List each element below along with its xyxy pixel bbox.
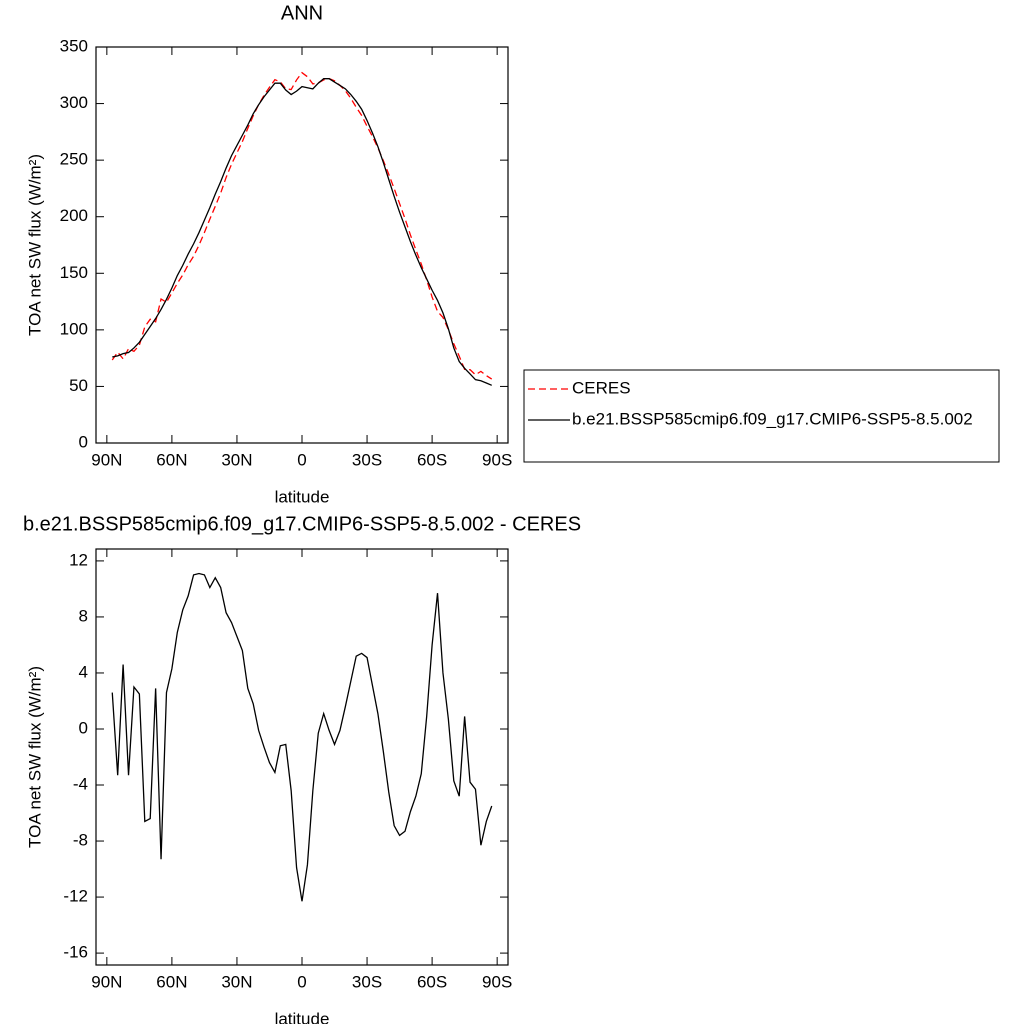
y-tick-label: 0 (79, 718, 88, 737)
y-tick-label: 4 (79, 662, 88, 681)
x-tick-label: 90N (91, 450, 122, 469)
x-tick-label: 30N (221, 972, 252, 991)
y-axis-label: TOA net SW flux (W/m²) (25, 666, 44, 848)
x-tick-label: 30N (221, 450, 252, 469)
chart-title: ANN (281, 2, 323, 24)
x-tick-label: 60S (417, 972, 447, 991)
y-tick-label: -16 (63, 943, 88, 962)
y-tick-label: 0 (79, 432, 88, 451)
x-axis-label: latitude (275, 487, 330, 506)
data-line (111, 71, 493, 380)
plot-frame (95, 46, 509, 444)
y-axis-label: TOA net SW flux (W/m²) (25, 154, 44, 336)
chart-title: b.e21.BSSP585cmip6.f09_g17.CMIP6-SSP5-8.… (23, 513, 581, 535)
y-tick-label: 150 (60, 263, 88, 282)
y-tick-label: -4 (73, 774, 88, 793)
x-tick-label: 60N (156, 450, 187, 469)
y-tick-label: 350 (60, 36, 88, 55)
y-tick-label: 300 (60, 93, 88, 112)
legend-label: b.e21.BSSP585cmip6.f09_g17.CMIP6-SSP5-8.… (572, 409, 973, 428)
y-tick-label: 250 (60, 150, 88, 169)
x-tick-label: 30S (352, 972, 382, 991)
x-tick-label: 90N (91, 972, 122, 991)
y-tick-label: -8 (73, 831, 88, 850)
x-tick-label: 60N (156, 972, 187, 991)
x-axis-label: latitude (275, 1009, 330, 1024)
y-tick-label: 12 (69, 550, 88, 569)
x-tick-label: 60S (417, 450, 447, 469)
y-tick-label: 200 (60, 206, 88, 225)
y-tick-label: 8 (79, 606, 88, 625)
data-line (111, 572, 493, 902)
y-tick-label: 50 (69, 376, 88, 395)
legend-label: CERES (572, 378, 631, 397)
legend-box (523, 369, 1000, 463)
y-tick-label: -12 (63, 887, 88, 906)
x-tick-label: 90S (482, 972, 512, 991)
y-tick-label: 100 (60, 319, 88, 338)
x-tick-label: 0 (297, 450, 306, 469)
x-tick-label: 0 (297, 972, 306, 991)
x-tick-label: 90S (482, 450, 512, 469)
data-line (112, 78, 492, 386)
x-tick-label: 30S (352, 450, 382, 469)
